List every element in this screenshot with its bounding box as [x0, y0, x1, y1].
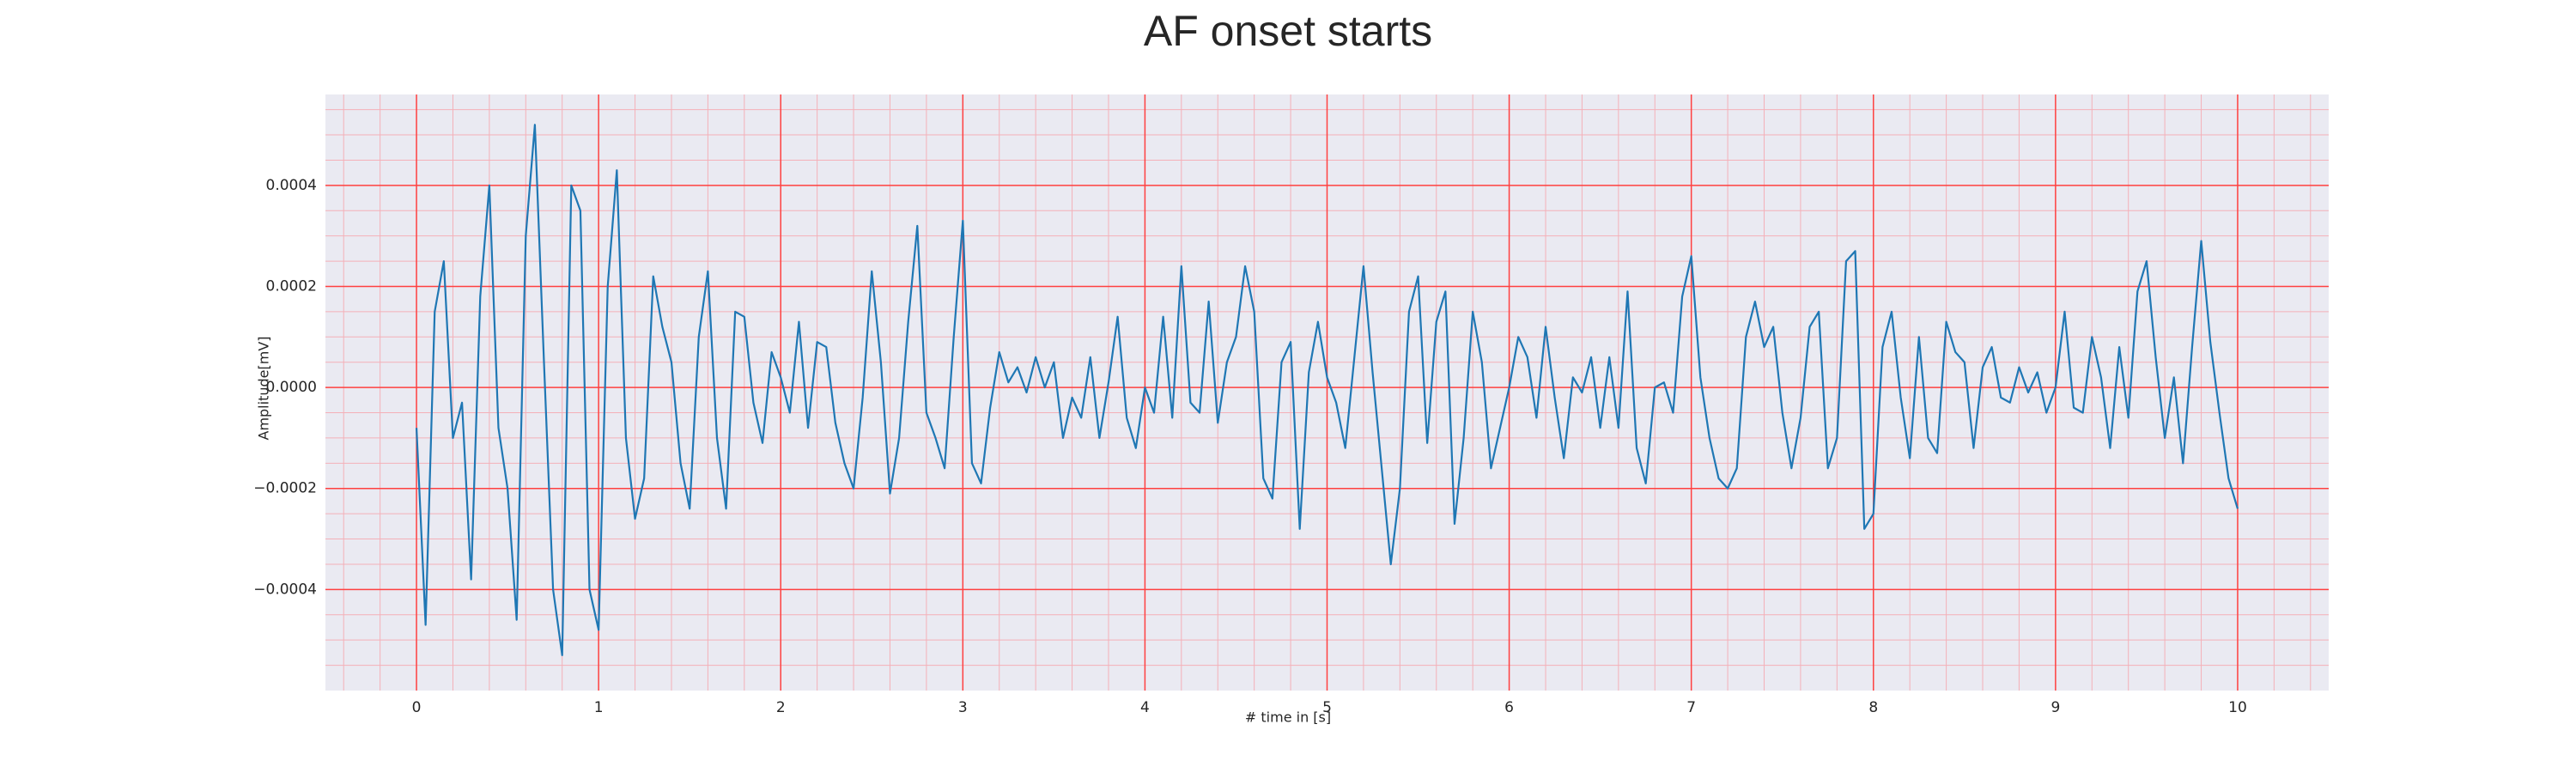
y-axis-label: Amplitude[mV] [256, 336, 272, 440]
x-tick-label: 3 [958, 699, 968, 716]
x-axis-label: # time in [s] [1245, 709, 1331, 726]
x-tick-label: 8 [1868, 699, 1878, 716]
x-tick-label: 2 [776, 699, 786, 716]
y-tick-label: −0.0004 [253, 581, 317, 598]
x-tick-label: 4 [1140, 699, 1150, 716]
x-tick-label: 6 [1504, 699, 1514, 716]
y-tick-label: 0.0002 [266, 277, 317, 295]
x-tick-label: 1 [594, 699, 604, 716]
x-tick-label: 5 [1322, 699, 1332, 716]
y-tick-label: −0.0002 [253, 480, 317, 497]
x-tick-label: 0 [412, 699, 422, 716]
signal-line [415, 124, 2239, 656]
y-tick-label: 0.0004 [266, 177, 317, 194]
x-tick-label: 10 [2228, 699, 2247, 716]
x-tick-label: 9 [2050, 699, 2060, 716]
y-tick-label: 0.0000 [266, 379, 317, 396]
chart-title: AF onset starts [1144, 7, 1432, 55]
x-tick-label: 7 [1686, 699, 1696, 716]
